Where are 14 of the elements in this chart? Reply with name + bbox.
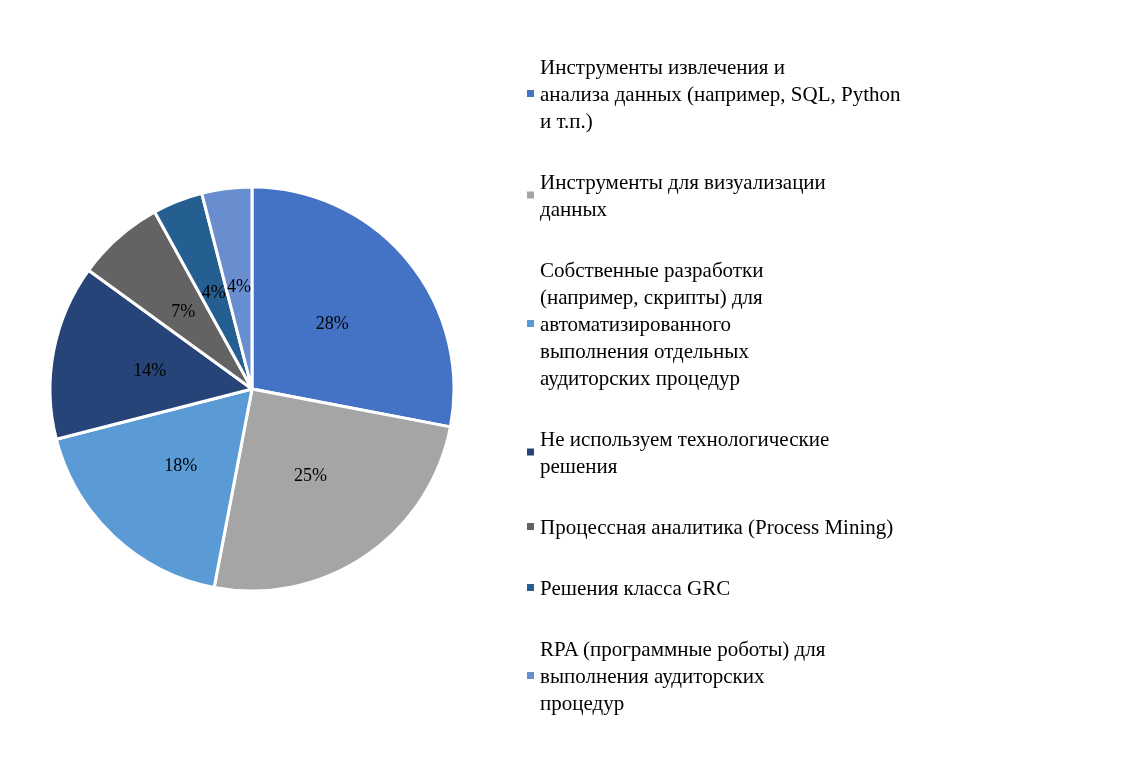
legend-label: RPA (программные роботы) для выполнения аудиторских процедур [540, 636, 831, 715]
data-label: 4% [201, 282, 226, 303]
data-label: 7% [171, 300, 196, 321]
legend-label: Инструменты извлечения и анализа данных (например, SQL, Python и т.п.) [540, 54, 906, 133]
data-label: 18% [164, 454, 198, 475]
data-label: 25% [293, 465, 327, 486]
legend-label: Решения класса GRC [540, 575, 731, 600]
legend-label: Инструменты для визуализации данных [540, 169, 832, 221]
data-label: 4% [226, 275, 251, 296]
legend-label: Собственные разработки (например, скрипты) для автоматизированного выполнения отдельных аудиторских процедур [540, 257, 769, 390]
legend-label: Не используем технологические решения [540, 426, 835, 478]
data-label: 14% [133, 359, 167, 380]
legend-label: Процессная аналитика (Process Mining) [540, 514, 894, 539]
data-label: 28% [315, 312, 349, 333]
